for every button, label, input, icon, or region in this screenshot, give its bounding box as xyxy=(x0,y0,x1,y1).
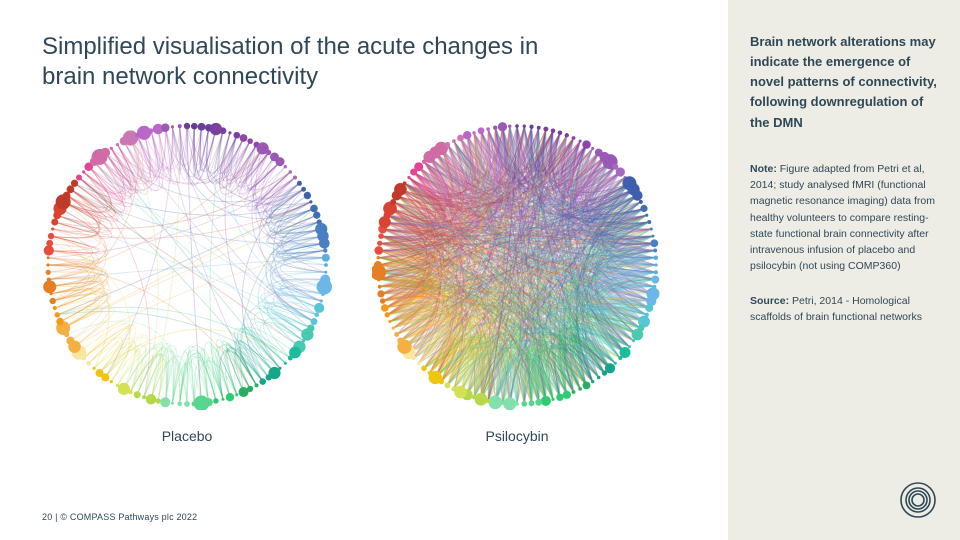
chart-right-col: Psilocybin xyxy=(372,120,662,444)
footer: 20 | © COMPASS Pathways plc 2022 xyxy=(42,512,197,522)
charts-row: Placebo Psilocybin xyxy=(42,120,700,444)
sidebar: Brain network alterations may indicate t… xyxy=(728,0,960,540)
sidebar-note-label: Note: xyxy=(750,163,777,175)
compass-logo-icon xyxy=(898,480,938,520)
chart-right-label: Psilocybin xyxy=(485,428,548,444)
sidebar-source: Source: Petri, 2014 - Homological scaffo… xyxy=(750,293,938,326)
chart-right xyxy=(372,120,662,410)
chart-left xyxy=(42,120,332,410)
chart-left-col: Placebo xyxy=(42,120,332,444)
sidebar-note-text: Figure adapted from Petri et al, 2014; s… xyxy=(750,163,935,273)
main-panel: Simplified visualisation of the acute ch… xyxy=(0,0,728,540)
footer-page: 20 xyxy=(42,512,52,522)
page-title: Simplified visualisation of the acute ch… xyxy=(42,32,562,92)
footer-copyright: © COMPASS Pathways plc 2022 xyxy=(60,512,197,522)
sidebar-note: Note: Figure adapted from Petri et al, 2… xyxy=(750,161,938,275)
sidebar-headline: Brain network alterations may indicate t… xyxy=(750,32,938,133)
sidebar-source-label: Source: xyxy=(750,295,789,307)
chart-left-label: Placebo xyxy=(162,428,213,444)
